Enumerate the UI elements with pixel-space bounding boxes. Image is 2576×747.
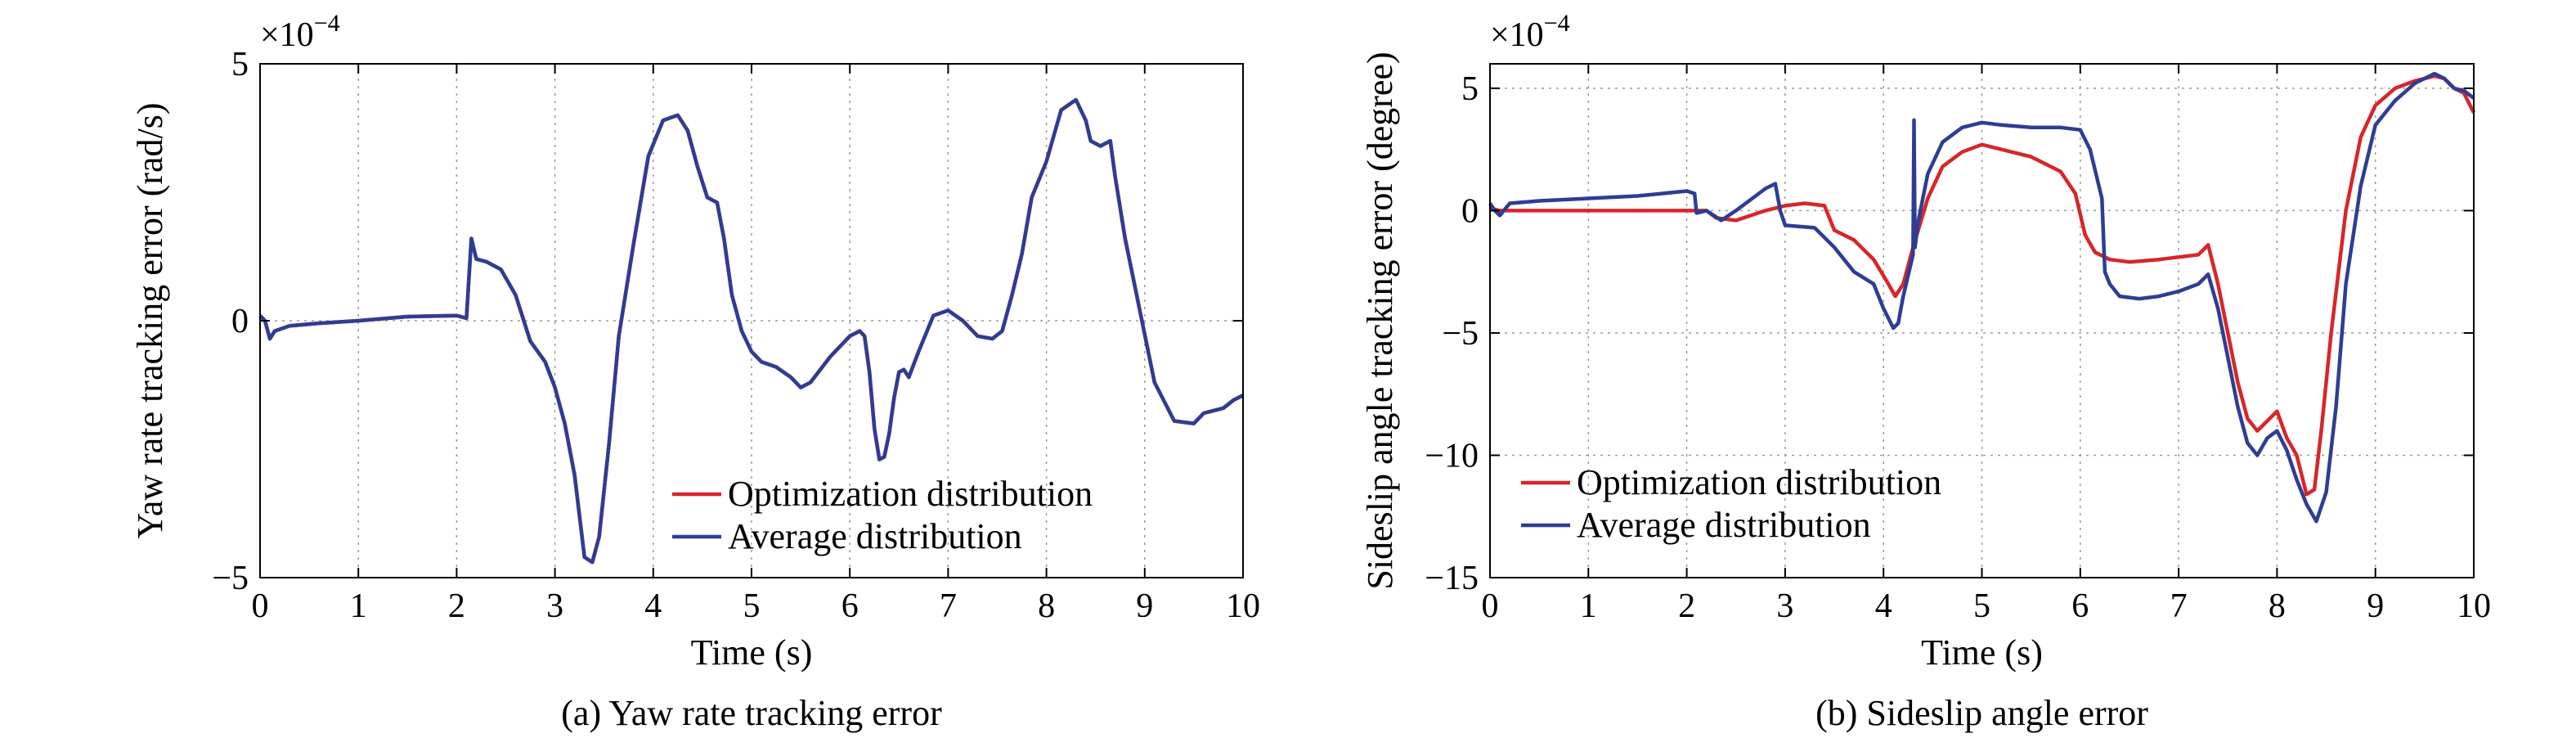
x-tick-label: 7 <box>2170 587 2188 625</box>
x-tick-label: 0 <box>252 587 269 625</box>
x-tick-label: 6 <box>841 587 859 625</box>
legend-label: Optimization distribution <box>1577 462 1941 502</box>
x-tick-label: 2 <box>448 587 465 625</box>
y-axis-label: Yaw rate tracking error (rad/s) <box>130 102 170 538</box>
x-tick-label: 5 <box>1973 587 1990 625</box>
y-axis-label: Sideslip angle tracking error (degree) <box>1360 52 1400 589</box>
x-tick-label: 10 <box>1226 587 1260 625</box>
x-tick-label: 0 <box>1482 587 1499 625</box>
y-tick-label: 5 <box>231 46 249 83</box>
series-lines <box>258 97 1245 565</box>
x-tick-label: 5 <box>743 587 761 625</box>
x-tick-label: 6 <box>2071 587 2089 625</box>
x-tick-label: 9 <box>2367 587 2384 625</box>
y-axis-multiplier: ×10−4 <box>260 10 340 54</box>
chart-panel-sideslip: 0 1 2 3 4 5 6 7 8 9 10 −15 −10 −5 0 5 ×10−4 Time (s) Si… <box>1360 10 2491 733</box>
y-tick-label: 0 <box>231 303 249 340</box>
axis-ticks: 0 1 2 3 4 5 6 7 8 9 10−505 <box>212 46 1260 625</box>
y-axis-multiplier: ×10−4 <box>1490 10 1570 54</box>
series-lines <box>1488 71 2476 524</box>
y-tick-label: 5 <box>1461 70 1479 108</box>
legend-label: Average distribution <box>728 516 1022 556</box>
chart-caption: (b) Sideslip angle error <box>1815 693 2148 733</box>
x-tick-label: 10 <box>2457 587 2491 625</box>
x-tick-label: 8 <box>2269 587 2286 625</box>
x-axis-label: Time (s) <box>691 632 813 673</box>
chart-caption: (a) Yaw rate tracking error <box>561 693 942 733</box>
x-tick-label: 2 <box>1678 587 1695 625</box>
y-multiplier-exponent: −4 <box>314 10 340 37</box>
y-multiplier-exponent: −4 <box>1544 10 1570 37</box>
x-tick-label: 4 <box>644 587 662 625</box>
x-tick-label: 7 <box>940 587 957 625</box>
x-tick-label: 1 <box>350 587 367 625</box>
y-tick-label: −5 <box>212 560 249 597</box>
series-line-optimization <box>1489 74 2476 497</box>
y-tick-label: 0 <box>1461 192 1479 230</box>
y-tick-label: −5 <box>1442 315 1479 353</box>
grid-lines <box>260 64 1243 578</box>
x-tick-label: 3 <box>1776 587 1793 625</box>
series-line-average <box>1488 71 2475 524</box>
y-multiplier-base: ×10 <box>1490 16 1544 54</box>
y-tick-label: −15 <box>1425 560 1479 597</box>
series-line-average <box>258 97 1245 565</box>
legend-label: Optimization distribution <box>728 474 1093 514</box>
y-tick-label: −10 <box>1425 437 1479 475</box>
legend-label: Average distribution <box>1577 505 1871 545</box>
x-tick-label: 8 <box>1038 587 1055 625</box>
x-axis-label: Time (s) <box>1921 632 2043 673</box>
chart-panel-yaw-rate: 0 1 2 3 4 5 6 7 8 9 10−505 ×10−4 Time (s) Yaw rate… <box>130 10 1260 733</box>
x-tick-label: 3 <box>546 587 563 625</box>
axis-ticks: 0 1 2 3 4 5 6 7 8 9 10 −15 −10 −5 0 5 <box>1425 64 2491 625</box>
y-multiplier-base: ×10 <box>260 16 314 54</box>
x-tick-label: 4 <box>1875 587 1892 625</box>
x-tick-label: 1 <box>1580 587 1597 625</box>
x-tick-label: 9 <box>1136 587 1153 625</box>
